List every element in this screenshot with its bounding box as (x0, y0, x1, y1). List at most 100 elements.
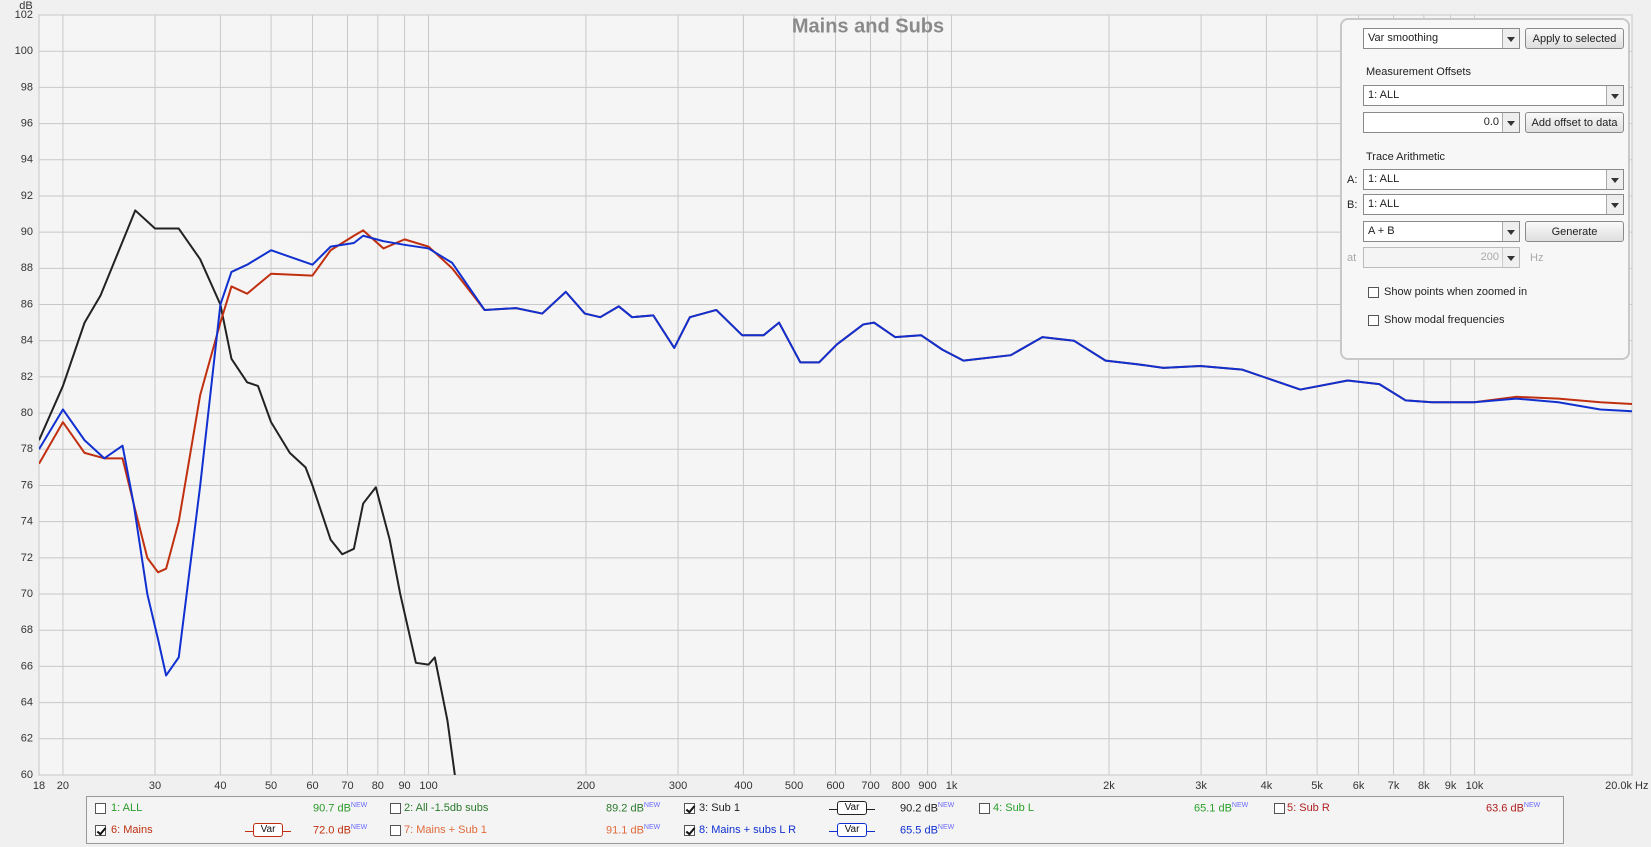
y-tick-label: 90 (21, 226, 33, 238)
x-axis-label: Hz (1635, 780, 1648, 792)
x-tick-label: 40 (214, 780, 226, 792)
offset-input[interactable]: 0.0 (1363, 112, 1520, 133)
legend-name: 7: Mains + Sub 1 (404, 824, 487, 836)
y-tick-label: 84 (21, 335, 33, 347)
chart-title: Mains and Subs (792, 15, 944, 37)
legend-level: 65.1 dBNEW (1194, 802, 1248, 815)
checkbox-label: Show points when zoomed in (1384, 286, 1528, 298)
dropdown-arrow (1606, 195, 1623, 214)
y-tick-label: 98 (21, 81, 33, 93)
x-tick-label: 1k (946, 780, 958, 792)
legend-level: 72.0 dBNEW (313, 824, 367, 837)
x-tick-label: 8k (1418, 780, 1430, 792)
legend-checkbox[interactable] (95, 803, 106, 814)
level-text: 90.7 dB (313, 802, 351, 815)
legend-checkbox[interactable] (684, 825, 695, 836)
level-text: 72.0 dB (313, 824, 351, 837)
section-label: Measurement Offsets (1366, 66, 1471, 78)
legend-checkbox[interactable] (390, 825, 401, 836)
legend-checkbox[interactable] (684, 803, 695, 814)
x-tick-label: 900 (918, 780, 936, 792)
trace (39, 234, 1632, 677)
new-badge: NEW (1523, 802, 1541, 809)
x-tick-label: 800 (892, 780, 910, 792)
x-tick-label: 70 (341, 780, 353, 792)
y-tick-label: 78 (21, 443, 33, 455)
dropdown-arrow (1606, 86, 1623, 105)
input-text: 0.0 (1483, 116, 1499, 128)
legend-level: 65.5 dBNEW (900, 824, 954, 837)
x-tick-label: 500 (785, 780, 803, 792)
x-tick-label: 20.0k (1605, 780, 1632, 792)
y-tick-label: 96 (21, 117, 33, 129)
new-badge: NEW (643, 802, 661, 809)
x-tick-label: 10k (1466, 780, 1484, 792)
y-tick-label: 68 (21, 624, 33, 636)
x-tick-label: 2k (1103, 780, 1115, 792)
legend-name: 4: Sub L (993, 802, 1034, 814)
level-text: 65.1 dB (1194, 802, 1232, 815)
y-tick-label: 64 (21, 697, 33, 709)
x-tick-label: 700 (861, 780, 879, 792)
select-text: Var smoothing (1368, 32, 1439, 44)
input-text: 200 (1480, 251, 1499, 263)
x-tick-label: 7k (1388, 780, 1400, 792)
select-text: A + B (1368, 225, 1395, 237)
y-tick-label: 100 (15, 45, 33, 57)
legend-checkbox[interactable] (390, 803, 401, 814)
legend-checkbox[interactable] (979, 803, 990, 814)
y-tick-label: 76 (21, 479, 33, 491)
at-input: 200 (1363, 247, 1520, 268)
new-badge: NEW (937, 802, 955, 809)
offset-select[interactable]: 1: ALL (1363, 85, 1624, 106)
x-tick-label: 30 (149, 780, 161, 792)
x-tick-label: 100 (419, 780, 437, 792)
x-tick-label: 60 (306, 780, 318, 792)
x-tick-label: 90 (398, 780, 410, 792)
x-tick-label: 300 (669, 780, 687, 792)
level-text: 91.1 dB (606, 824, 644, 837)
legend (86, 796, 1564, 844)
select-text: 1: ALL (1368, 173, 1400, 185)
dropdown-arrow (1606, 170, 1623, 189)
legend-level: 89.2 dBNEW (606, 802, 660, 815)
x-tick-label: 600 (826, 780, 844, 792)
y-tick-label: 74 (21, 516, 33, 528)
x-tick-label: 400 (734, 780, 752, 792)
smoothing-badge[interactable]: Var (837, 823, 867, 837)
checkbox[interactable] (1368, 315, 1379, 326)
new-badge: NEW (1231, 802, 1249, 809)
smoothing-select[interactable]: Var smoothing (1363, 28, 1520, 49)
x-tick-label: 200 (577, 780, 595, 792)
y-tick-label: 102 (15, 9, 33, 21)
y-tick-label: 62 (21, 733, 33, 745)
legend-checkbox[interactable] (95, 825, 106, 836)
y-tick-label: 72 (21, 552, 33, 564)
legend-name: 2: All -1.5db subs (404, 802, 489, 814)
section-label: Trace Arithmetic (1366, 151, 1446, 163)
new-badge: NEW (643, 824, 661, 831)
traces (39, 209, 1632, 775)
operation-select[interactable]: A + B (1363, 221, 1520, 242)
dropdown-arrow (1502, 222, 1519, 241)
generate-button[interactable]: Generate (1525, 221, 1624, 242)
spinner[interactable] (1502, 113, 1519, 132)
legend-level: 90.7 dBNEW (313, 802, 367, 815)
y-tick-label: 88 (21, 262, 33, 274)
legend-name: 8: Mains + subs L R (699, 824, 797, 836)
a-select[interactable]: 1: ALL (1363, 169, 1624, 190)
y-tick-label: 86 (21, 298, 33, 310)
smoothing-badge[interactable]: Var (253, 823, 283, 837)
legend-checkbox[interactable] (1274, 803, 1285, 814)
level-text: 63.6 dB (1486, 802, 1524, 815)
apply-button[interactable]: Apply to selected (1525, 28, 1624, 49)
y-tick-label: 60 (21, 769, 33, 781)
b-select[interactable]: 1: ALL (1363, 194, 1624, 215)
checkbox[interactable] (1368, 287, 1379, 298)
smoothing-badge[interactable]: Var (837, 801, 867, 815)
legend-name: 5: Sub R (1287, 802, 1330, 814)
legend-level: 63.6 dBNEW (1486, 802, 1540, 815)
field-label: A: (1347, 174, 1358, 186)
select-text: 1: ALL (1368, 198, 1400, 210)
add-offset-button[interactable]: Add offset to data (1525, 112, 1624, 133)
